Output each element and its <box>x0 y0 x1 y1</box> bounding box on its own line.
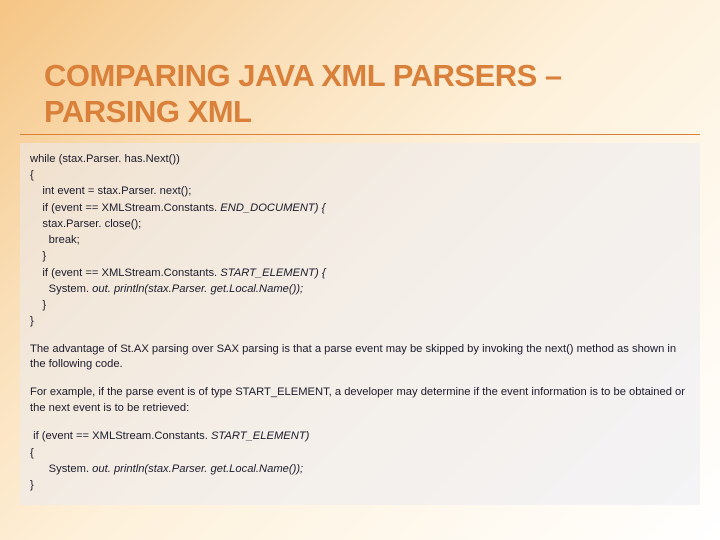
code-line: } <box>30 315 34 327</box>
code-italic: out. println(stax.Parser. get.Local.Name… <box>92 283 303 295</box>
code-line: int event = stax.Parser. next(); <box>30 185 191 197</box>
page-title: COMPARING JAVA XML PARSERS – PARSING XML <box>20 0 700 135</box>
code-italic: END_DOCUMENT) { <box>220 202 325 214</box>
code-line: } <box>30 479 34 491</box>
code-line: { <box>30 447 34 459</box>
paragraph-2: For example, if the parse event is of ty… <box>30 385 690 416</box>
code-italic: START_ELEMENT) <box>211 430 309 442</box>
code-line: if (event == XMLStream.Constants. <box>30 202 220 214</box>
code-line: stax.Parser. close(); <box>30 218 141 230</box>
main-content: while (stax.Parser. has.Next()) { int ev… <box>20 143 700 505</box>
paragraph-1: The advantage of St.AX parsing over SAX … <box>30 342 690 373</box>
code-line: } <box>30 250 46 262</box>
code-italic: out. println(stax.Parser. get.Local.Name… <box>92 463 303 475</box>
code-line: while (stax.Parser. has.Next()) <box>30 153 180 165</box>
code-line: if (event == XMLStream.Constants. <box>30 267 220 279</box>
code-italic: START_ELEMENT) { <box>220 267 325 279</box>
code-line: System. <box>30 463 92 475</box>
code-line: System. <box>30 283 92 295</box>
code-line: { <box>30 169 34 181</box>
code-line: break; <box>30 234 80 246</box>
code-line: } <box>30 299 46 311</box>
code-line: if (event == XMLStream.Constants. <box>30 430 211 442</box>
code-block-2: if (event == XMLStream.Constants. START_… <box>30 428 690 493</box>
code-block-1: while (stax.Parser. has.Next()) { int ev… <box>30 151 690 330</box>
